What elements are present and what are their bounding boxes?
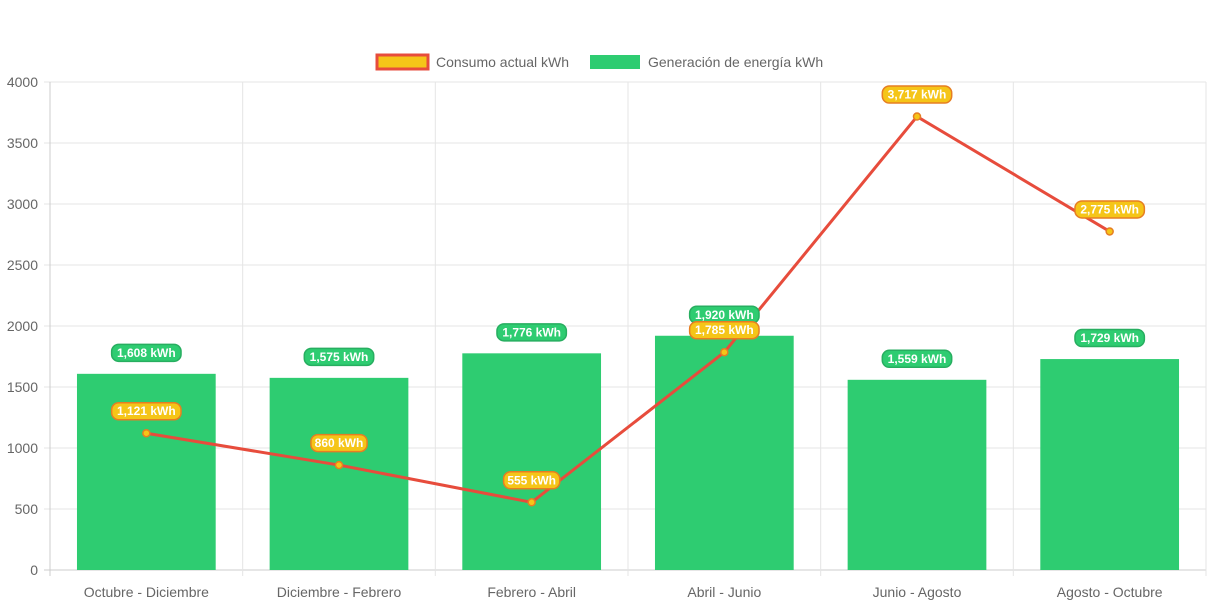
bar-data-label-text: 1,608 kWh: [117, 346, 176, 360]
legend-swatch-consumo: [375, 53, 430, 71]
legend-label-generacion: Generación de energía kWh: [648, 54, 823, 70]
bar-data-label-bg: [1074, 328, 1146, 348]
line-data-label: 555 kWh: [502, 471, 561, 490]
line-point[interactable]: [142, 428, 151, 438]
line-data-label: 2,775 kWh: [1074, 200, 1146, 219]
x-tick-label: Abril - Junio: [687, 584, 761, 600]
y-tick-label: 1500: [7, 379, 38, 395]
line-data-label-bg: [110, 401, 182, 421]
line-data-label-bg: [310, 433, 368, 453]
line-data-label: 860 kWh: [310, 433, 368, 453]
bar-data-label-text: 1,575 kWh: [310, 350, 369, 364]
bar-data-label-bg: [303, 347, 375, 367]
y-tick-label: 2000: [7, 318, 38, 334]
line-data-label-text: 3,717 kWh: [888, 88, 947, 102]
axes: 0 500 1000 1500 2000 2500 3000 3500 4000 Octubre …: [7, 74, 1163, 600]
bar-data-label: 1,559 kWh: [881, 349, 953, 369]
legend-item-consumo[interactable]: Consumo actual kWh: [375, 53, 569, 71]
bar-data-label: 1,608 kWh: [110, 343, 182, 363]
legend-label-consumo: Consumo actual kWh: [436, 54, 569, 70]
bar[interactable]: [847, 379, 987, 570]
line-data-label-text: 1,785 kWh: [695, 323, 754, 337]
x-tick-label: Agosto - Octubre: [1057, 584, 1163, 600]
line-point[interactable]: [334, 460, 344, 470]
line-data-label-bg: [502, 471, 561, 490]
x-tick-label: Octubre - Diciembre: [84, 584, 209, 600]
x-tick-label: Diciembre - Febrero: [277, 584, 402, 600]
bar-data-label-bg: [496, 323, 568, 342]
bar-data-label: 1,729 kWh: [1074, 328, 1146, 348]
bar-data-label-text: 1,776 kWh: [502, 325, 561, 339]
line-point[interactable]: [1105, 227, 1114, 236]
legend-swatch-generacion: [590, 55, 640, 69]
bar-series: [76, 335, 1180, 570]
bar-data-label: 1,575 kWh: [303, 347, 375, 367]
x-tick-label: Junio - Agosto: [873, 584, 962, 600]
y-tick-label: 500: [15, 501, 39, 517]
line-data-label-bg: [881, 85, 953, 104]
bar-data-label-bg: [110, 343, 182, 363]
bar-data-label: 1,920 kWh: [688, 305, 760, 325]
bar-data-label-text: 1,559 kWh: [888, 352, 947, 366]
line-point[interactable]: [912, 112, 922, 121]
line-data-label: 1,121 kWh: [110, 401, 182, 421]
bar-data-label: 1,776 kWh: [496, 323, 568, 342]
line-data-label: 1,785 kWh: [688, 320, 760, 340]
line-series: [142, 112, 1114, 507]
bar[interactable]: [1040, 359, 1180, 570]
bar-data-label-bg: [881, 349, 953, 369]
y-tick-label: 3500: [7, 135, 38, 151]
grid-lines: [44, 81, 1207, 576]
bar[interactable]: [654, 335, 794, 570]
y-tick-label: 4000: [7, 74, 38, 90]
consumption-line: [146, 115, 1111, 504]
line-data-label-text: 555 kWh: [507, 473, 556, 487]
line-data-label-text: 1,121 kWh: [117, 404, 176, 418]
line-point[interactable]: [720, 347, 729, 357]
line-data-label-text: 860 kWh: [315, 436, 364, 450]
y-tick-label: 2500: [7, 257, 38, 273]
bar-data-label-text: 1,729 kWh: [1080, 331, 1139, 345]
y-tick-label: 0: [30, 562, 38, 578]
y-tick-label: 3000: [7, 196, 38, 212]
legend[interactable]: Consumo actual kWh Generación de energía …: [375, 53, 823, 71]
data-labels: 1,608 kWh 1,575 kWh 1,776 kWh 1,920 kWh 1,55…: [110, 85, 1146, 490]
line-point[interactable]: [527, 498, 536, 507]
legend-item-generacion[interactable]: Generación de energía kWh: [590, 54, 823, 70]
y-tick-label: 1000: [7, 440, 38, 456]
bar[interactable]: [462, 353, 602, 570]
line-data-label: 3,717 kWh: [881, 85, 953, 104]
bar-data-label-text: 1,920 kWh: [695, 308, 754, 322]
x-tick-label: Febrero - Abril: [487, 584, 576, 600]
line-data-label-bg: [688, 320, 760, 340]
line-data-label-text: 2,775 kWh: [1080, 202, 1139, 216]
line-data-label-bg: [1074, 200, 1146, 219]
